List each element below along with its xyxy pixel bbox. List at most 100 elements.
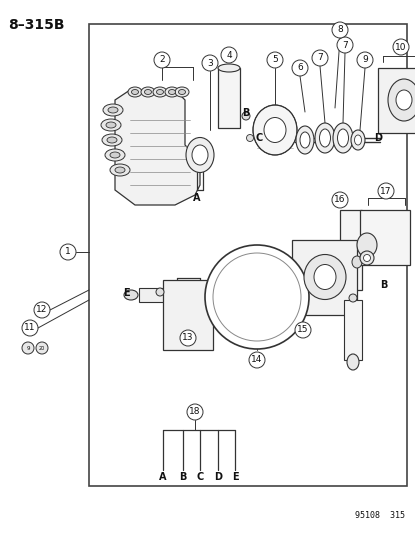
Circle shape [393, 39, 409, 55]
Ellipse shape [314, 264, 336, 289]
Ellipse shape [333, 123, 353, 153]
Circle shape [22, 342, 34, 354]
Ellipse shape [300, 132, 310, 148]
Circle shape [221, 47, 237, 63]
Circle shape [332, 192, 348, 208]
Text: D: D [214, 472, 222, 482]
Circle shape [34, 302, 50, 318]
Text: 18: 18 [189, 408, 201, 416]
Circle shape [337, 37, 353, 53]
Ellipse shape [357, 233, 377, 257]
Text: B: B [242, 108, 249, 118]
Circle shape [22, 320, 38, 336]
Ellipse shape [153, 87, 167, 97]
Ellipse shape [108, 107, 118, 113]
Text: 8: 8 [337, 26, 343, 35]
Ellipse shape [168, 90, 176, 94]
Ellipse shape [349, 294, 357, 302]
Text: 20: 20 [39, 345, 45, 351]
Text: D: D [374, 133, 382, 143]
Ellipse shape [360, 251, 374, 265]
Ellipse shape [304, 254, 346, 300]
Ellipse shape [315, 123, 335, 153]
Circle shape [205, 245, 309, 349]
Text: 95108  315: 95108 315 [355, 511, 405, 520]
Circle shape [36, 342, 48, 354]
Ellipse shape [115, 167, 125, 173]
Text: 3: 3 [207, 59, 213, 68]
Ellipse shape [354, 135, 361, 145]
Circle shape [378, 183, 394, 199]
Ellipse shape [351, 130, 365, 150]
Ellipse shape [107, 137, 117, 143]
Bar [360, 210, 410, 265]
Ellipse shape [396, 90, 412, 110]
Ellipse shape [141, 87, 155, 97]
Ellipse shape [103, 104, 123, 116]
Bar [163, 280, 213, 350]
Text: 1: 1 [65, 247, 71, 256]
Text: 12: 12 [37, 305, 48, 314]
Bar [218, 68, 240, 128]
Text: B: B [380, 280, 387, 290]
Text: 10: 10 [395, 43, 407, 52]
Ellipse shape [320, 129, 330, 147]
Bar [340, 210, 362, 290]
Text: 7: 7 [317, 53, 323, 62]
Circle shape [332, 22, 348, 38]
Text: 8–315B: 8–315B [8, 18, 64, 32]
Ellipse shape [347, 354, 359, 370]
Circle shape [60, 244, 76, 260]
Ellipse shape [218, 64, 240, 72]
Ellipse shape [388, 79, 415, 121]
Bar [344, 300, 362, 360]
Circle shape [312, 50, 328, 66]
Circle shape [295, 322, 311, 338]
Text: E: E [123, 288, 129, 298]
Circle shape [249, 352, 265, 368]
Text: 17: 17 [380, 187, 392, 196]
Ellipse shape [128, 87, 142, 97]
Text: A: A [193, 193, 200, 203]
Ellipse shape [156, 90, 164, 94]
Text: 4: 4 [226, 51, 232, 60]
Ellipse shape [110, 152, 120, 158]
Ellipse shape [178, 90, 186, 94]
Ellipse shape [253, 105, 297, 155]
Circle shape [202, 55, 218, 71]
Ellipse shape [102, 134, 122, 146]
Text: E: E [232, 472, 238, 482]
Text: 14: 14 [251, 356, 263, 365]
Text: 2: 2 [159, 55, 165, 64]
Text: 16: 16 [334, 196, 346, 205]
Ellipse shape [124, 290, 138, 300]
Text: 13: 13 [182, 334, 194, 343]
Text: C: C [196, 472, 204, 482]
Text: 9: 9 [26, 345, 30, 351]
Circle shape [267, 52, 283, 68]
Text: C: C [255, 133, 262, 143]
Ellipse shape [242, 112, 250, 120]
Ellipse shape [264, 117, 286, 142]
Ellipse shape [352, 256, 362, 268]
Ellipse shape [156, 288, 164, 296]
Ellipse shape [337, 129, 349, 147]
Ellipse shape [105, 149, 125, 161]
Circle shape [292, 60, 308, 76]
Ellipse shape [247, 134, 254, 141]
Circle shape [180, 330, 196, 346]
Circle shape [187, 404, 203, 420]
Ellipse shape [296, 126, 314, 154]
Text: 7: 7 [342, 41, 348, 50]
Ellipse shape [165, 87, 179, 97]
Ellipse shape [132, 90, 139, 94]
Ellipse shape [192, 145, 208, 165]
Ellipse shape [144, 90, 151, 94]
Text: 9: 9 [362, 55, 368, 64]
Circle shape [357, 52, 373, 68]
Ellipse shape [106, 122, 116, 128]
Text: A: A [159, 472, 167, 482]
Bar [292, 240, 357, 315]
Ellipse shape [186, 138, 214, 173]
Circle shape [154, 52, 170, 68]
